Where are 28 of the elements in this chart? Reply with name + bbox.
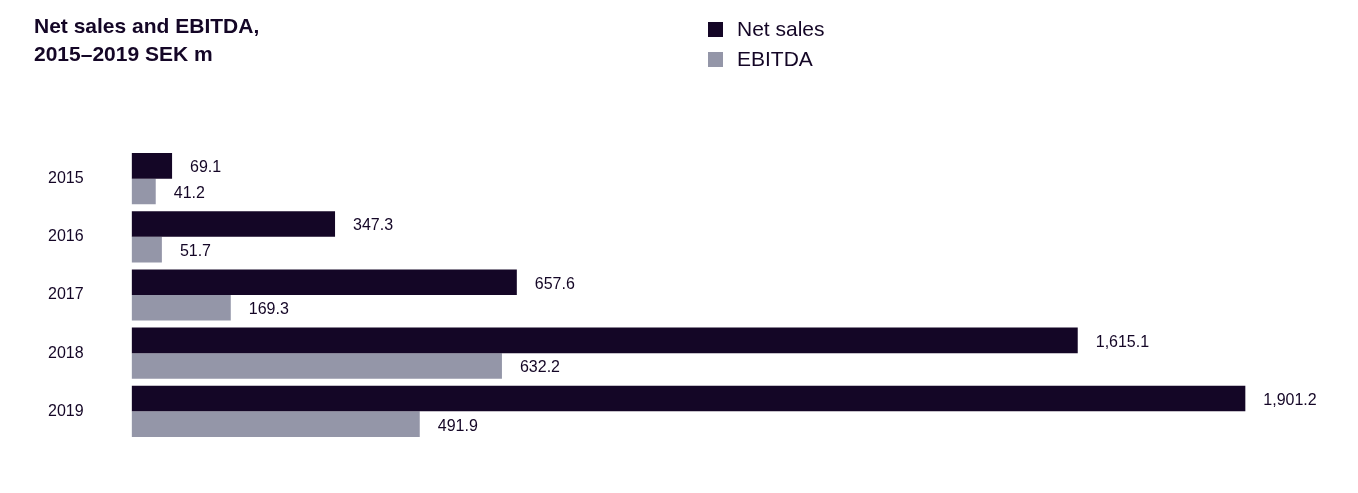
bar bbox=[131, 236, 162, 263]
data-label: 491.9 bbox=[437, 416, 478, 434]
y-tick-label: 2015 bbox=[48, 169, 84, 187]
data-label: 347.3 bbox=[353, 216, 394, 234]
data-label: 657.6 bbox=[534, 274, 575, 292]
bar bbox=[131, 385, 1246, 412]
y-tick-label: 2017 bbox=[48, 285, 84, 303]
data-label: 1,615.1 bbox=[1095, 332, 1150, 350]
legend-label: EBITDA bbox=[737, 46, 813, 72]
y-tick-label: 2016 bbox=[48, 227, 84, 245]
data-label: 41.2 bbox=[173, 183, 205, 201]
bar bbox=[131, 178, 156, 205]
y-tick-label: 2019 bbox=[48, 401, 84, 419]
chart-title: Net sales and EBITDA, 2015–2019 SEK m bbox=[34, 13, 260, 67]
bar bbox=[131, 269, 517, 295]
data-label: 632.2 bbox=[519, 358, 561, 376]
bar bbox=[131, 353, 502, 379]
bar bbox=[131, 327, 1078, 354]
bar bbox=[131, 411, 420, 437]
legend-label: Net sales bbox=[737, 16, 825, 42]
bar bbox=[131, 211, 336, 237]
bar bbox=[131, 153, 173, 179]
data-label: 169.3 bbox=[248, 300, 289, 318]
data-label: 51.7 bbox=[179, 242, 212, 260]
data-label: 1,901.2 bbox=[1263, 390, 1317, 408]
data-label: 69.1 bbox=[190, 158, 222, 176]
y-tick-label: 2018 bbox=[48, 343, 84, 361]
bar bbox=[131, 295, 231, 321]
